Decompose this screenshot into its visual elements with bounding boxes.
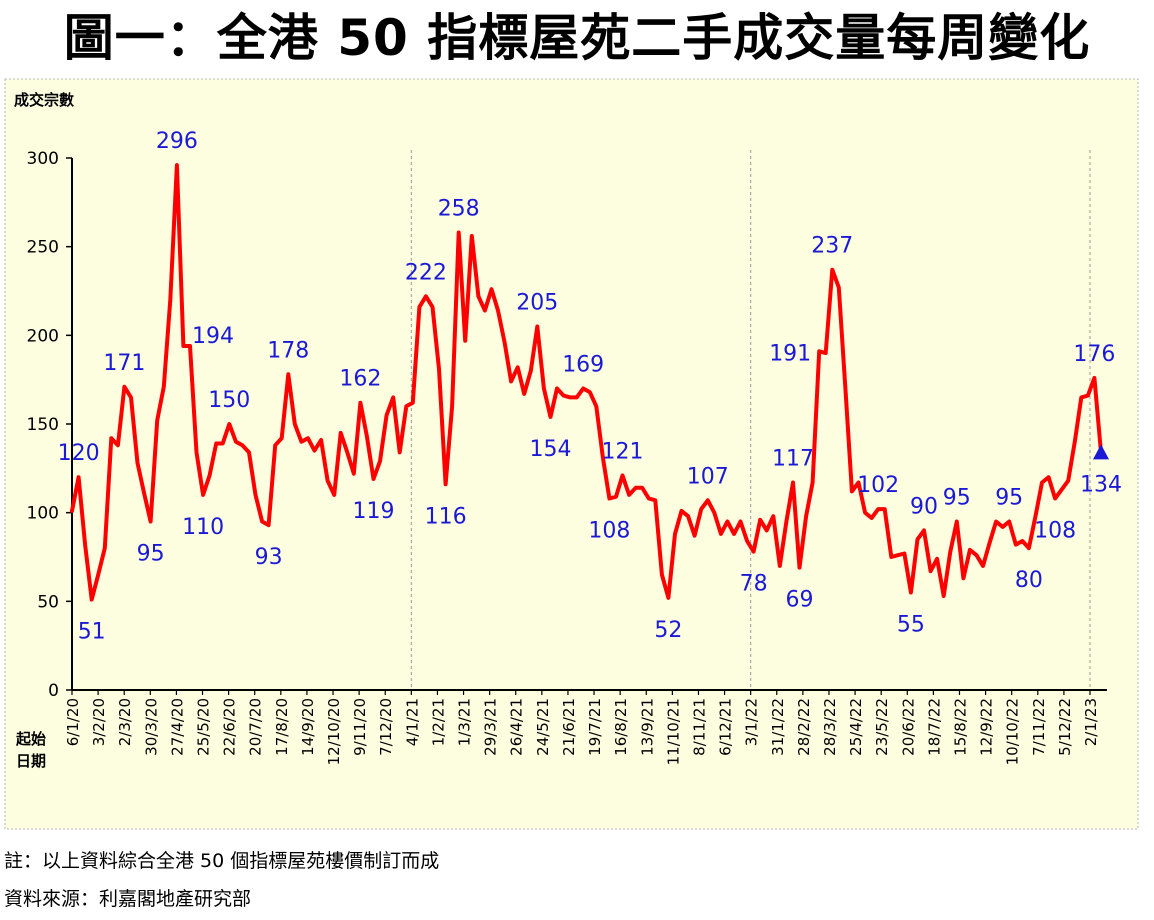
year-separators	[410, 150, 1091, 690]
y-tick-label: 300	[27, 149, 59, 169]
data-label: 95	[137, 542, 165, 567]
data-label: 178	[267, 338, 309, 363]
x-tick-label: 9/11/20	[351, 698, 369, 756]
data-label: 93	[255, 545, 283, 570]
page-title: 圖一：全港 50 指標屋苑二手成交量每周變化	[63, 9, 1091, 67]
data-label: 80	[1015, 568, 1043, 593]
x-tick-label: 17/8/20	[273, 698, 291, 756]
x-tick-label: 18/7/22	[925, 698, 943, 756]
x-tick-label: 23/5/22	[873, 698, 891, 756]
data-label: 191	[769, 341, 811, 366]
x-tick-label: 25/5/20	[195, 698, 213, 756]
x-tick-label: 10/10/22	[1004, 698, 1022, 765]
data-label: 52	[654, 618, 682, 643]
y-tick-label: 200	[27, 326, 59, 346]
x-tick-label: 24/5/21	[534, 698, 552, 756]
x-axis-label-line-1: 起始	[15, 730, 46, 748]
data-label: 296	[156, 129, 198, 154]
data-label: 117	[772, 447, 814, 472]
x-tick-label: 12/10/20	[325, 698, 343, 765]
x-tick-label: 28/2/22	[795, 698, 813, 756]
x-tick-label: 25/4/22	[847, 698, 865, 756]
plot-background	[4, 78, 1139, 830]
data-label: 134	[1080, 472, 1122, 497]
data-label: 108	[588, 519, 630, 544]
x-tick-label: 12/9/22	[978, 698, 996, 756]
x-tick-label: 6/1/20	[64, 698, 82, 746]
y-tick-label: 0	[48, 681, 59, 701]
data-label: 95	[995, 486, 1023, 511]
data-label: 154	[530, 437, 572, 462]
x-tick-label: 3/1/22	[743, 698, 761, 746]
data-label: 150	[208, 388, 250, 413]
data-label: 108	[1034, 519, 1076, 544]
data-label: 222	[405, 260, 447, 285]
data-label: 169	[562, 353, 604, 378]
data-label: 110	[182, 515, 224, 540]
data-label: 116	[425, 504, 467, 529]
x-tick-label: 16/8/21	[612, 698, 630, 756]
x-tick-label: 3/2/20	[90, 698, 108, 746]
data-label: 258	[438, 197, 480, 222]
y-tick-label: 50	[37, 592, 59, 612]
x-axis-label-line-2: 日期	[16, 752, 46, 770]
data-label: 51	[78, 620, 106, 645]
y-tick-label: 250	[27, 238, 59, 258]
source-note: 資料來源：利嘉閣地產研究部	[4, 888, 252, 910]
data-label: 237	[811, 234, 853, 259]
x-tick-label: 29/3/21	[482, 698, 500, 756]
y-tick-label: 100	[27, 504, 59, 524]
data-label: 102	[857, 473, 899, 498]
data-label: 121	[602, 439, 644, 464]
x-tick-label: 7/11/22	[1030, 698, 1048, 756]
data-label: 95	[943, 486, 971, 511]
x-tick-label: 8/11/21	[690, 698, 708, 756]
x-tick-label: 15/8/22	[951, 698, 969, 756]
x-tick-label: 2/1/23	[1082, 698, 1100, 746]
last-point-triangle	[1093, 444, 1109, 460]
x-tick-label: 4/1/21	[403, 698, 421, 746]
x-tick-label: 22/6/20	[221, 698, 239, 756]
y-tick-label: 150	[27, 415, 59, 435]
data-label: 78	[740, 572, 768, 597]
data-label: 162	[339, 367, 381, 392]
x-tick-label: 26/4/21	[508, 698, 526, 756]
x-tick-label: 6/12/21	[717, 698, 735, 756]
x-tick-label: 7/12/20	[377, 698, 395, 756]
data-label: 90	[910, 494, 938, 519]
x-tick-label: 30/3/20	[142, 698, 160, 756]
y-axis-label: 成交宗數	[14, 91, 74, 109]
data-label: 55	[897, 613, 925, 638]
last-point-marker	[1093, 444, 1109, 460]
x-tick-label: 1/3/21	[456, 698, 474, 746]
series-line	[70, 163, 1103, 602]
x-tick-label: 2/3/20	[116, 698, 134, 746]
x-tick-label: 20/6/22	[899, 698, 917, 756]
x-tick-label: 20/7/20	[247, 698, 265, 756]
data-label: 107	[687, 464, 729, 489]
x-tick-label: 13/9/21	[638, 698, 656, 756]
x-tick-label: 1/2/21	[429, 698, 447, 746]
footnote: 註：以上資料綜合全港 50 個指標屋苑樓價制訂而成	[4, 850, 440, 872]
data-labels: 120 51 171 95 296 194 110 150 93 178 162 119 222 116 2…	[58, 129, 1122, 645]
x-tick-label: 21/6/21	[560, 698, 578, 756]
x-tick-label: 27/4/20	[168, 698, 186, 756]
data-label: 205	[516, 291, 558, 316]
data-label: 69	[786, 588, 814, 613]
x-tick-label: 5/12/22	[1056, 698, 1074, 756]
data-label: 194	[192, 324, 234, 349]
x-tick-label: 19/7/21	[586, 698, 604, 756]
x-axis: 6/1/20 3/2/20 2/3/20 30/3/20 27/4/20 25/5/20 2…	[64, 689, 1107, 765]
x-tick-label: 31/1/22	[769, 698, 787, 756]
data-label: 176	[1073, 342, 1115, 367]
x-tick-label: 14/9/20	[299, 698, 317, 756]
x-tick-label: 11/10/21	[664, 698, 682, 765]
data-label: 171	[103, 351, 145, 376]
data-label: 119	[353, 499, 395, 524]
x-tick-label: 28/3/22	[821, 698, 839, 756]
data-label: 120	[58, 441, 100, 466]
y-axis: 0 50 100 150 200 250 300	[27, 149, 73, 701]
